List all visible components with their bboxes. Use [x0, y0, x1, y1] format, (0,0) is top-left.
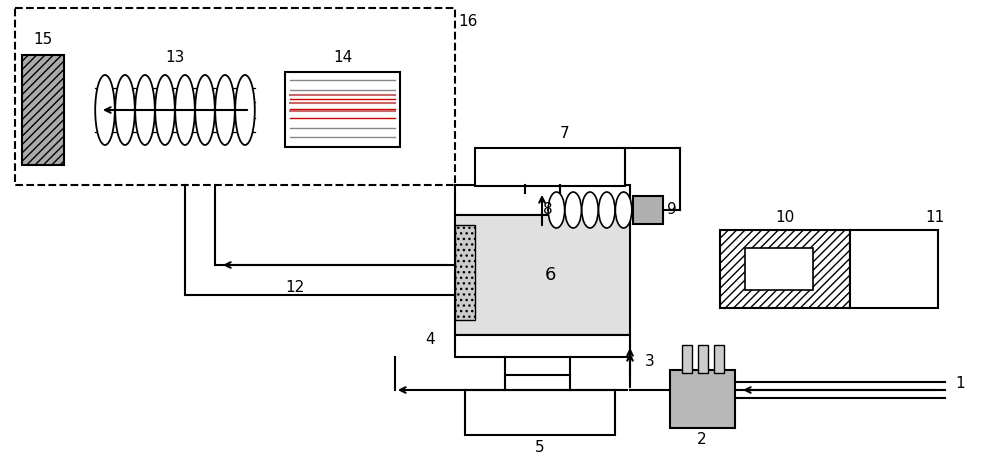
Text: 7: 7: [560, 125, 570, 140]
Ellipse shape: [599, 192, 615, 228]
Text: 5: 5: [535, 440, 545, 454]
Ellipse shape: [95, 75, 115, 145]
Text: 12: 12: [285, 280, 305, 296]
Text: 6: 6: [544, 266, 556, 284]
Text: 15: 15: [33, 33, 53, 47]
Bar: [455, 185, 630, 215]
Text: 10: 10: [775, 211, 795, 225]
Bar: [682, 345, 692, 373]
Bar: [745, 248, 813, 290]
Text: 14: 14: [333, 50, 353, 66]
Text: 1: 1: [955, 375, 965, 391]
Bar: [455, 335, 630, 357]
Bar: [465, 390, 615, 435]
Bar: [15, 8, 455, 185]
Bar: [285, 72, 400, 147]
Text: 3: 3: [645, 354, 655, 369]
Bar: [720, 230, 850, 308]
Ellipse shape: [155, 75, 175, 145]
Ellipse shape: [615, 192, 632, 228]
Text: 9: 9: [667, 202, 677, 218]
Ellipse shape: [115, 75, 135, 145]
Text: 11: 11: [925, 211, 945, 225]
Text: 13: 13: [165, 50, 185, 66]
Ellipse shape: [235, 75, 255, 145]
Ellipse shape: [582, 192, 598, 228]
Text: 16: 16: [458, 14, 477, 29]
Bar: [714, 345, 724, 373]
Text: 2: 2: [697, 432, 707, 448]
Ellipse shape: [195, 75, 215, 145]
Bar: [455, 225, 475, 320]
Ellipse shape: [175, 75, 195, 145]
Text: 4: 4: [425, 332, 435, 347]
Bar: [698, 345, 708, 373]
Bar: [475, 148, 625, 186]
Text: 8: 8: [543, 202, 553, 218]
Bar: [455, 215, 630, 335]
Ellipse shape: [548, 192, 565, 228]
Bar: [850, 230, 938, 308]
Bar: [22, 55, 64, 165]
Ellipse shape: [565, 192, 581, 228]
Ellipse shape: [215, 75, 235, 145]
Bar: [633, 196, 663, 224]
Bar: [670, 370, 735, 428]
Ellipse shape: [135, 75, 155, 145]
